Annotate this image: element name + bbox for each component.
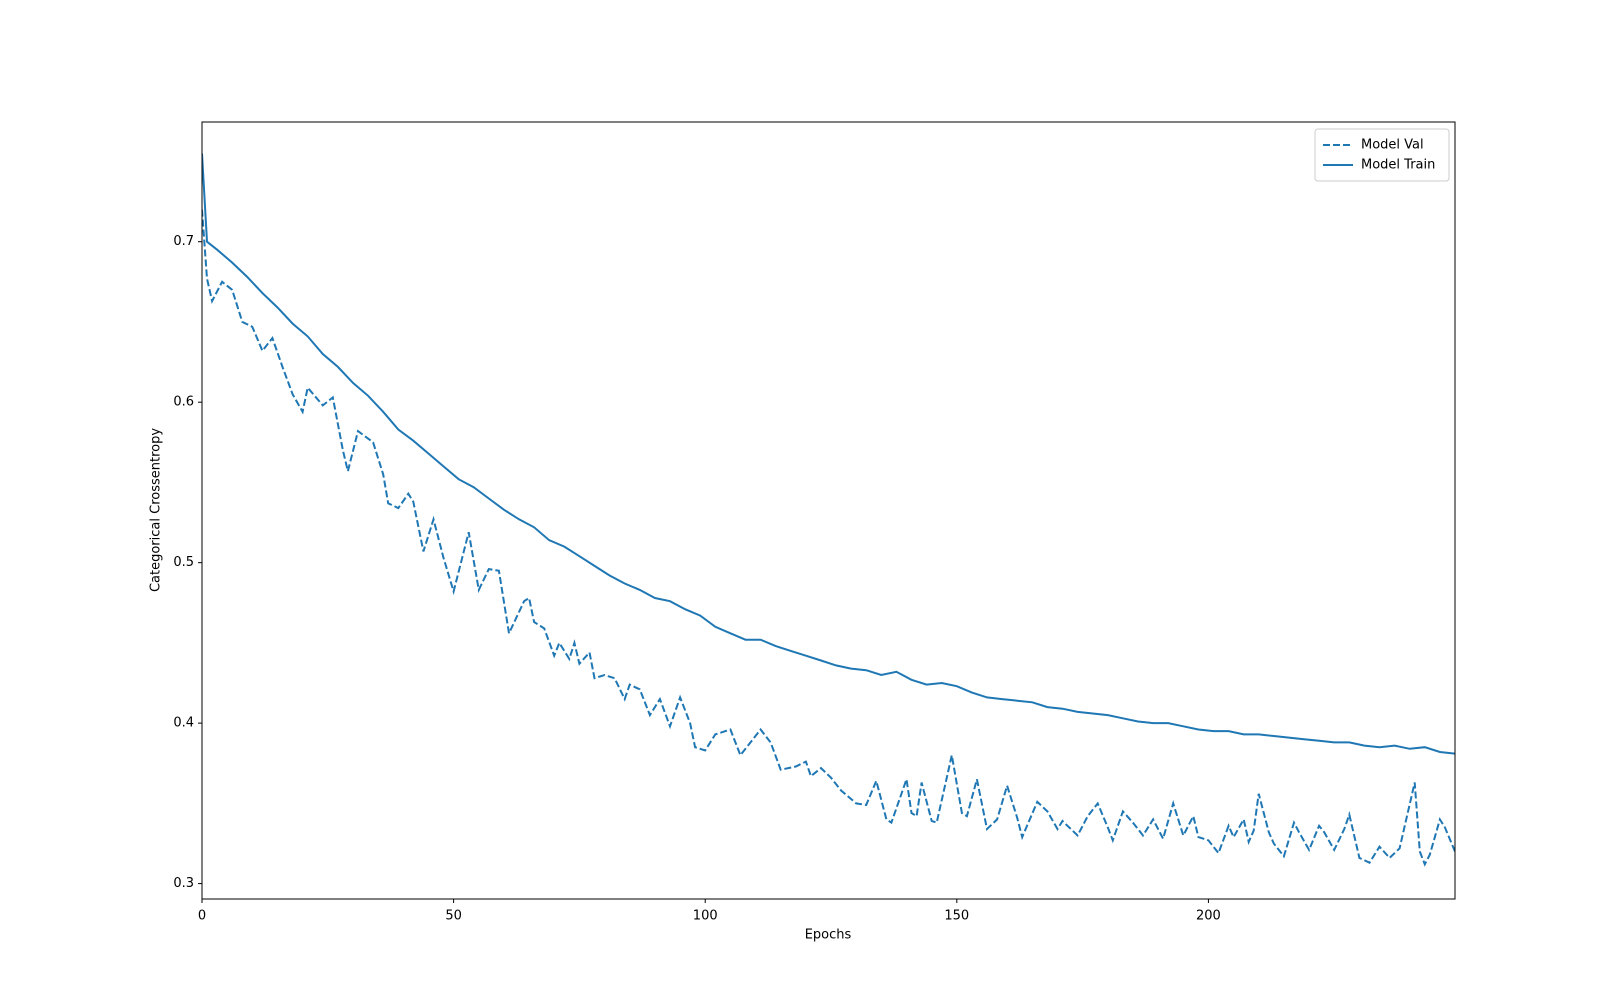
- y-tick-label: 0.3: [173, 876, 194, 891]
- y-axis-label: Categorical Crossentropy: [149, 428, 164, 592]
- series-line: [202, 209, 1455, 867]
- legend-label: Model Train: [1361, 158, 1435, 173]
- y-tick-label: 0.5: [173, 555, 194, 570]
- x-tick-label: 150: [944, 909, 969, 924]
- plot-frame: [201, 121, 1456, 900]
- y-tick-label: 0.6: [173, 395, 194, 410]
- x-tick-label: 100: [693, 909, 718, 924]
- legend-box: [1314, 128, 1450, 182]
- x-tick-label: 0: [198, 909, 206, 924]
- legend-label: Model Val: [1361, 138, 1424, 153]
- x-tick-label: 200: [1196, 909, 1221, 924]
- y-tick-label: 0.7: [173, 234, 194, 249]
- y-tick-label: 0.4: [173, 716, 194, 731]
- series-line: [202, 153, 1455, 755]
- x-tick-label: 50: [445, 909, 462, 924]
- x-axis-label: Epochs: [805, 928, 852, 943]
